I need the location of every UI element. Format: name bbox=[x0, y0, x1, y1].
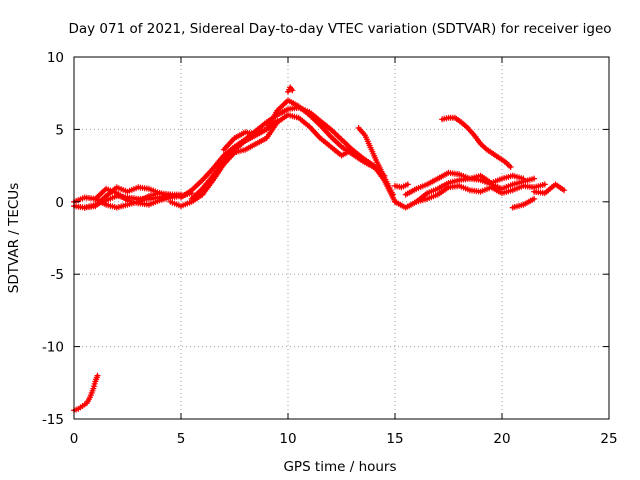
x-tick-label: 20 bbox=[493, 431, 510, 447]
data-point bbox=[389, 191, 396, 198]
data-point bbox=[404, 181, 411, 188]
plot-frame bbox=[73, 56, 610, 420]
series-arc-peak-spike bbox=[285, 84, 296, 95]
series-arc-early-5 bbox=[167, 191, 206, 210]
x-tick-label: 15 bbox=[386, 431, 403, 447]
data-point bbox=[507, 164, 514, 170]
x-tick-label: 25 bbox=[600, 431, 617, 447]
axis-ticks: 0 5 10 15 20 25 -15 -10 -5 0 5 10 bbox=[42, 50, 618, 447]
x-tick-label: 5 bbox=[177, 431, 186, 447]
data-point bbox=[370, 162, 377, 169]
y-tick-label: -5 bbox=[51, 267, 64, 283]
x-tick-label: 0 bbox=[70, 431, 79, 447]
x-tick-label: 10 bbox=[279, 431, 296, 447]
series-arc-evening-5 bbox=[531, 181, 568, 197]
series-arc-high-decline bbox=[439, 114, 514, 170]
series-arc-late-drop bbox=[355, 125, 396, 198]
y-tick-label: -15 bbox=[42, 412, 64, 428]
data-point bbox=[274, 117, 281, 124]
data-point bbox=[531, 195, 538, 202]
y-tick-label: 5 bbox=[55, 122, 64, 138]
series-arc-evening-3 bbox=[413, 181, 548, 205]
y-tick-label: 10 bbox=[47, 50, 64, 66]
series-arc-rise-4 bbox=[220, 117, 281, 153]
y-tick-label: 0 bbox=[55, 195, 64, 211]
data-point bbox=[156, 190, 163, 197]
data-point bbox=[520, 175, 527, 182]
data-point bbox=[289, 87, 296, 94]
data-point bbox=[561, 187, 568, 194]
series-arc-evening-2 bbox=[402, 169, 527, 198]
series-arc-evening-4 bbox=[509, 195, 538, 211]
data-series bbox=[71, 84, 568, 414]
series-arc-early-3 bbox=[81, 184, 163, 211]
y-axis-label: SDTVAR / TECUs bbox=[6, 183, 22, 293]
series-arc-evening-6 bbox=[392, 181, 411, 191]
data-point bbox=[531, 175, 538, 182]
data-point bbox=[94, 372, 101, 379]
data-point bbox=[541, 181, 548, 188]
chart-title: Day 071 of 2021, Sidereal Day-to-day VTE… bbox=[68, 21, 611, 37]
y-tick-label: -10 bbox=[42, 340, 64, 356]
x-axis-label: GPS time / hours bbox=[283, 459, 396, 475]
